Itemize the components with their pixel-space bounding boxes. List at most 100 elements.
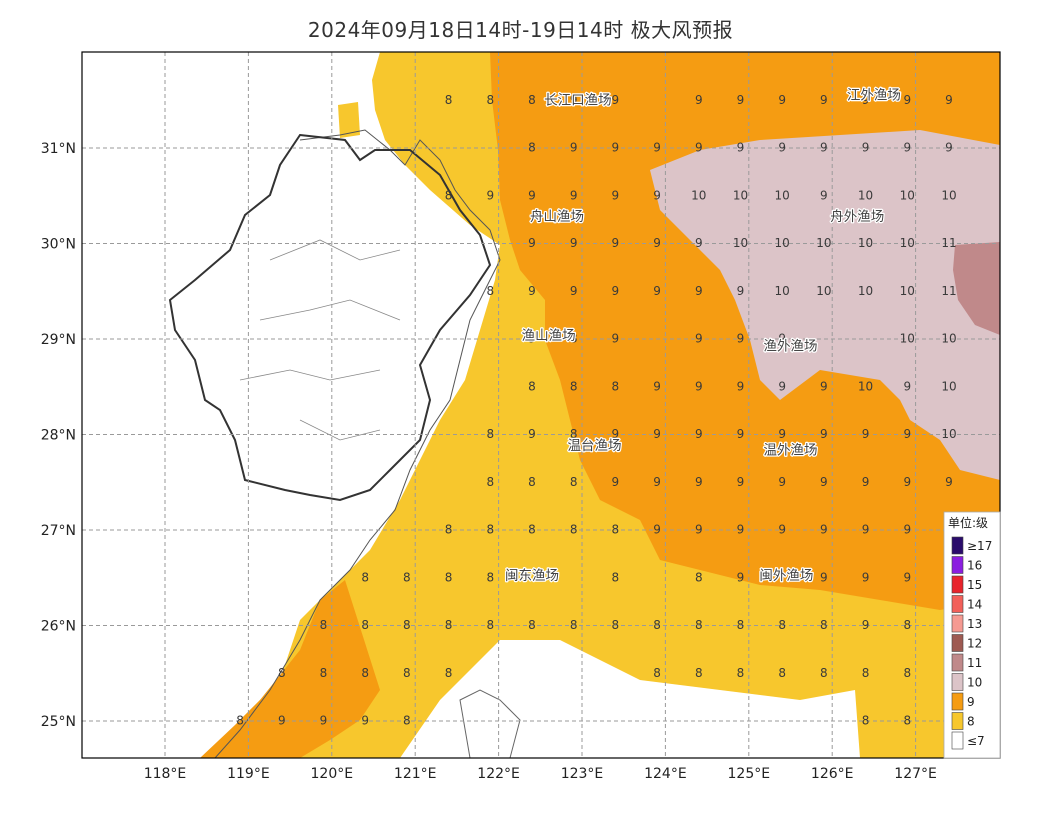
grid-value: 9 xyxy=(778,93,786,107)
grid-value: 8 xyxy=(236,714,244,728)
grid-value: 9 xyxy=(528,188,536,202)
legend: 单位:级 ≥17 16 15 14 13 12 11 10 9 8 ≤7 xyxy=(943,511,1001,759)
lon-tick-label: 125°E xyxy=(728,766,771,782)
grid-value: 8 xyxy=(737,666,745,680)
grid-value: 9 xyxy=(612,188,620,202)
grid-value: 9 xyxy=(820,570,828,584)
grid-value: 9 xyxy=(778,523,786,537)
grid-value: 9 xyxy=(862,570,870,584)
grid-value: 9 xyxy=(278,714,286,728)
longitude-axis: 118°E 119°E 120°E 121°E 122°E 123°E 124°E 125°E… xyxy=(144,766,937,782)
grid-value: 9 xyxy=(653,379,661,393)
grid-value: 10 xyxy=(816,236,831,250)
grid-value: 9 xyxy=(320,714,328,728)
grid-value: 9 xyxy=(695,379,703,393)
fishing-zone-label: 舟山渔场 xyxy=(530,209,584,225)
legend-label: 14 xyxy=(967,598,982,612)
legend-swatch xyxy=(951,712,964,730)
map-title: 2024年09月18日14时-19日14时 极大风预报 xyxy=(307,18,734,42)
lon-tick-label: 120°E xyxy=(311,766,354,782)
grid-value: 8 xyxy=(445,570,453,584)
grid-value: 9 xyxy=(820,427,828,441)
lon-tick-label: 122°E xyxy=(477,766,520,782)
lat-tick-label: 27°N xyxy=(41,523,76,539)
grid-value: 8 xyxy=(528,379,536,393)
grid-value: 9 xyxy=(820,93,828,107)
grid-value: 10 xyxy=(941,188,956,202)
grid-value: 9 xyxy=(903,475,911,489)
grid-value: 9 xyxy=(903,141,911,155)
grid-value: 9 xyxy=(945,93,953,107)
grid-value: 9 xyxy=(778,475,786,489)
legend-swatch xyxy=(951,634,964,652)
grid-value: 8 xyxy=(903,714,911,728)
grid-value: 9 xyxy=(570,188,578,202)
lon-tick-label: 118°E xyxy=(144,766,187,782)
grid-value: 8 xyxy=(445,618,453,632)
grid-value: 9 xyxy=(653,236,661,250)
grid-value: 10 xyxy=(858,379,873,393)
grid-value: 9 xyxy=(903,379,911,393)
fishing-zone-label: 闽东渔场 xyxy=(505,568,559,584)
grid-value: 8 xyxy=(445,666,453,680)
grid-value: 9 xyxy=(903,570,911,584)
grid-value: 8 xyxy=(528,141,536,155)
grid-value: 9 xyxy=(612,332,620,346)
grid-value: 9 xyxy=(737,427,745,441)
grid-value: 10 xyxy=(858,188,873,202)
grid-value: 8 xyxy=(486,523,494,537)
legend-label: ≥17 xyxy=(967,539,992,553)
grid-value: 8 xyxy=(903,666,911,680)
grid-value: 9 xyxy=(737,93,745,107)
grid-value: 8 xyxy=(612,379,620,393)
grid-value: 10 xyxy=(900,188,915,202)
legend-label: 16 xyxy=(967,559,982,573)
grid-value: 10 xyxy=(775,188,790,202)
grid-value: 8 xyxy=(486,93,494,107)
grid-value: 9 xyxy=(695,332,703,346)
grid-value: 9 xyxy=(653,523,661,537)
grid-value: 8 xyxy=(361,570,369,584)
grid-value: 8 xyxy=(361,618,369,632)
grid-value: 10 xyxy=(858,284,873,298)
grid-value: 10 xyxy=(775,284,790,298)
coastline xyxy=(214,129,501,758)
fishing-zone-label: 温外渔场 xyxy=(764,443,818,459)
grid-value: 10 xyxy=(900,236,915,250)
grid-value: 8 xyxy=(486,427,494,441)
grid-value: 8 xyxy=(695,618,703,632)
grid-value: 10 xyxy=(941,379,956,393)
grid-value: 9 xyxy=(695,236,703,250)
lat-tick-label: 31°N xyxy=(41,141,76,157)
grid-value: 10 xyxy=(733,188,748,202)
legend-label: 8 xyxy=(967,715,975,729)
grid-value: 8 xyxy=(528,475,536,489)
grid-value: 9 xyxy=(862,93,870,107)
legend-label: 12 xyxy=(967,637,982,651)
grid-value: 8 xyxy=(612,570,620,584)
grid-value: 9 xyxy=(945,475,953,489)
map-fill-layer xyxy=(82,52,1000,758)
legend-swatch xyxy=(951,692,964,711)
taiwan-island xyxy=(459,689,521,758)
lon-tick-label: 127°E xyxy=(894,766,937,782)
grid-value: 9 xyxy=(695,427,703,441)
grid-value: 10 xyxy=(900,284,915,298)
grid-value: 9 xyxy=(612,93,620,107)
grid-value: 9 xyxy=(528,236,536,250)
grid-value: 9 xyxy=(361,714,369,728)
grid-value: 9 xyxy=(653,475,661,489)
grid-value: 8 xyxy=(528,93,536,107)
legend-swatch xyxy=(951,614,964,633)
grid-value: 8 xyxy=(486,618,494,632)
fishing-zone-label: 长江口渔场 xyxy=(544,92,612,108)
grid-value: 8 xyxy=(862,714,870,728)
grid-value: 10 xyxy=(733,236,748,250)
grid-value: 8 xyxy=(570,332,578,346)
map-frame xyxy=(81,51,1001,759)
grid-value: 9 xyxy=(737,332,745,346)
grid-value: 8 xyxy=(403,570,411,584)
grid-value: 8 xyxy=(695,666,703,680)
